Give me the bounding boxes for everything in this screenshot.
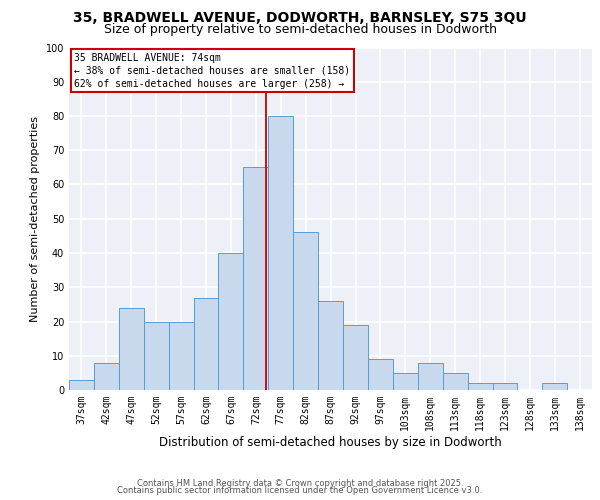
Bar [194,298,218,390]
Text: 35, BRADWELL AVENUE, DODWORTH, BARNSLEY, S75 3QU: 35, BRADWELL AVENUE, DODWORTH, BARNSLEY,… [73,11,527,25]
Bar [493,383,517,390]
Y-axis label: Number of semi-detached properties: Number of semi-detached properties [30,116,40,322]
Text: Size of property relative to semi-detached houses in Dodworth: Size of property relative to semi-detach… [104,22,497,36]
Bar [293,232,318,390]
Bar [244,168,268,390]
X-axis label: Distribution of semi-detached houses by size in Dodworth: Distribution of semi-detached houses by … [159,436,502,448]
Text: 35 BRADWELL AVENUE: 74sqm
← 38% of semi-detached houses are smaller (158)
62% of: 35 BRADWELL AVENUE: 74sqm ← 38% of semi-… [74,52,350,89]
Bar [218,253,244,390]
Text: Contains HM Land Registry data © Crown copyright and database right 2025.: Contains HM Land Registry data © Crown c… [137,478,463,488]
Bar [268,116,293,390]
Bar [443,373,467,390]
Bar [418,362,443,390]
Bar [343,325,368,390]
Bar [467,383,493,390]
Bar [69,380,94,390]
Bar [542,383,567,390]
Bar [169,322,194,390]
Bar [94,362,119,390]
Bar [119,308,144,390]
Text: Contains public sector information licensed under the Open Government Licence v3: Contains public sector information licen… [118,486,482,495]
Bar [144,322,169,390]
Bar [393,373,418,390]
Bar [368,359,393,390]
Bar [318,301,343,390]
